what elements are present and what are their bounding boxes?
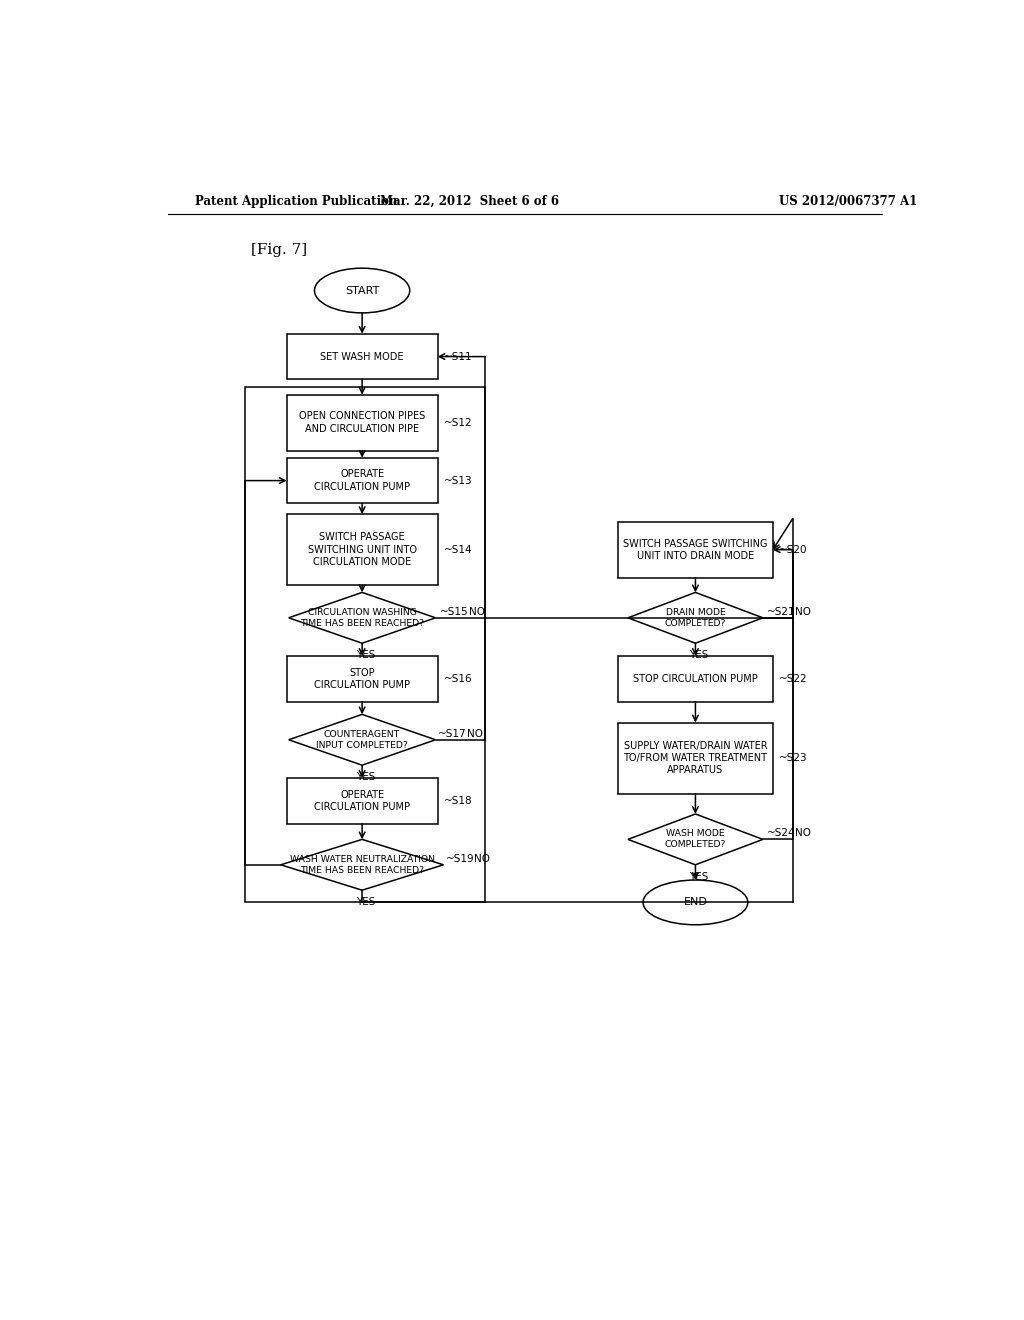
Text: ~S13: ~S13: [443, 475, 472, 486]
Text: YES: YES: [355, 898, 375, 907]
Text: STOP CIRCULATION PUMP: STOP CIRCULATION PUMP: [633, 673, 758, 684]
Bar: [618, 521, 773, 578]
Text: ~S21: ~S21: [767, 607, 796, 616]
Text: COUNTERAGENT
INPUT COMPLETED?: COUNTERAGENT INPUT COMPLETED?: [316, 730, 408, 750]
Bar: [287, 395, 437, 450]
Text: NO: NO: [474, 854, 489, 863]
Bar: [246, 387, 485, 903]
Text: WASH MODE
COMPLETED?: WASH MODE COMPLETED?: [665, 829, 726, 850]
Text: START: START: [345, 285, 379, 296]
Text: US 2012/0067377 A1: US 2012/0067377 A1: [778, 194, 918, 207]
Text: ~S24: ~S24: [767, 828, 796, 838]
Text: NO: NO: [467, 729, 483, 739]
Text: YES: YES: [689, 651, 709, 660]
Bar: [287, 656, 437, 702]
Text: ~S12: ~S12: [443, 417, 472, 428]
Text: DRAIN MODE
COMPLETED?: DRAIN MODE COMPLETED?: [665, 607, 726, 628]
Bar: [287, 777, 437, 824]
Text: ~S23: ~S23: [779, 754, 808, 763]
Text: END: END: [683, 898, 708, 907]
Text: SET WASH MODE: SET WASH MODE: [321, 351, 403, 362]
Text: Mar. 22, 2012  Sheet 6 of 6: Mar. 22, 2012 Sheet 6 of 6: [380, 194, 559, 207]
Text: ~S14: ~S14: [443, 545, 472, 554]
Text: [Fig. 7]: [Fig. 7]: [251, 243, 307, 257]
Text: STOP
CIRCULATION PUMP: STOP CIRCULATION PUMP: [314, 668, 410, 690]
Bar: [287, 458, 437, 503]
Text: CIRCULATION WASHING
TIME HAS BEEN REACHED?: CIRCULATION WASHING TIME HAS BEEN REACHE…: [300, 607, 424, 628]
Text: OPERATE
CIRCULATION PUMP: OPERATE CIRCULATION PUMP: [314, 789, 410, 812]
Text: ~S17: ~S17: [438, 729, 467, 739]
Text: SWITCH PASSAGE SWITCHING
UNIT INTO DRAIN MODE: SWITCH PASSAGE SWITCHING UNIT INTO DRAIN…: [624, 539, 768, 561]
Text: YES: YES: [689, 873, 709, 882]
Text: YES: YES: [355, 772, 375, 783]
Text: NO: NO: [795, 607, 811, 616]
Text: YES: YES: [355, 651, 375, 660]
Text: SUPPLY WATER/DRAIN WATER
TO/FROM WATER TREATMENT
APPARATUS: SUPPLY WATER/DRAIN WATER TO/FROM WATER T…: [624, 741, 767, 775]
Text: ~S22: ~S22: [779, 673, 808, 684]
Text: ~S15: ~S15: [439, 607, 468, 616]
Text: Patent Application Publication: Patent Application Publication: [196, 194, 398, 207]
Text: NO: NO: [469, 607, 484, 616]
Bar: [618, 722, 773, 793]
Bar: [618, 656, 773, 702]
Text: ~S18: ~S18: [443, 796, 472, 805]
Text: OPEN CONNECTION PIPES
AND CIRCULATION PIPE: OPEN CONNECTION PIPES AND CIRCULATION PI…: [299, 412, 425, 434]
Text: ~S11: ~S11: [443, 351, 472, 362]
Text: ~S16: ~S16: [443, 673, 472, 684]
Text: WASH WATER NEUTRALIZATION
TIME HAS BEEN REACHED?: WASH WATER NEUTRALIZATION TIME HAS BEEN …: [290, 855, 434, 875]
Text: SWITCH PASSAGE
SWITCHING UNIT INTO
CIRCULATION MODE: SWITCH PASSAGE SWITCHING UNIT INTO CIRCU…: [307, 532, 417, 568]
Bar: [287, 515, 437, 585]
Text: OPERATE
CIRCULATION PUMP: OPERATE CIRCULATION PUMP: [314, 470, 410, 492]
Text: ~S20: ~S20: [779, 545, 808, 554]
Text: ~S19: ~S19: [445, 854, 474, 863]
Text: NO: NO: [795, 828, 811, 838]
Bar: [287, 334, 437, 379]
